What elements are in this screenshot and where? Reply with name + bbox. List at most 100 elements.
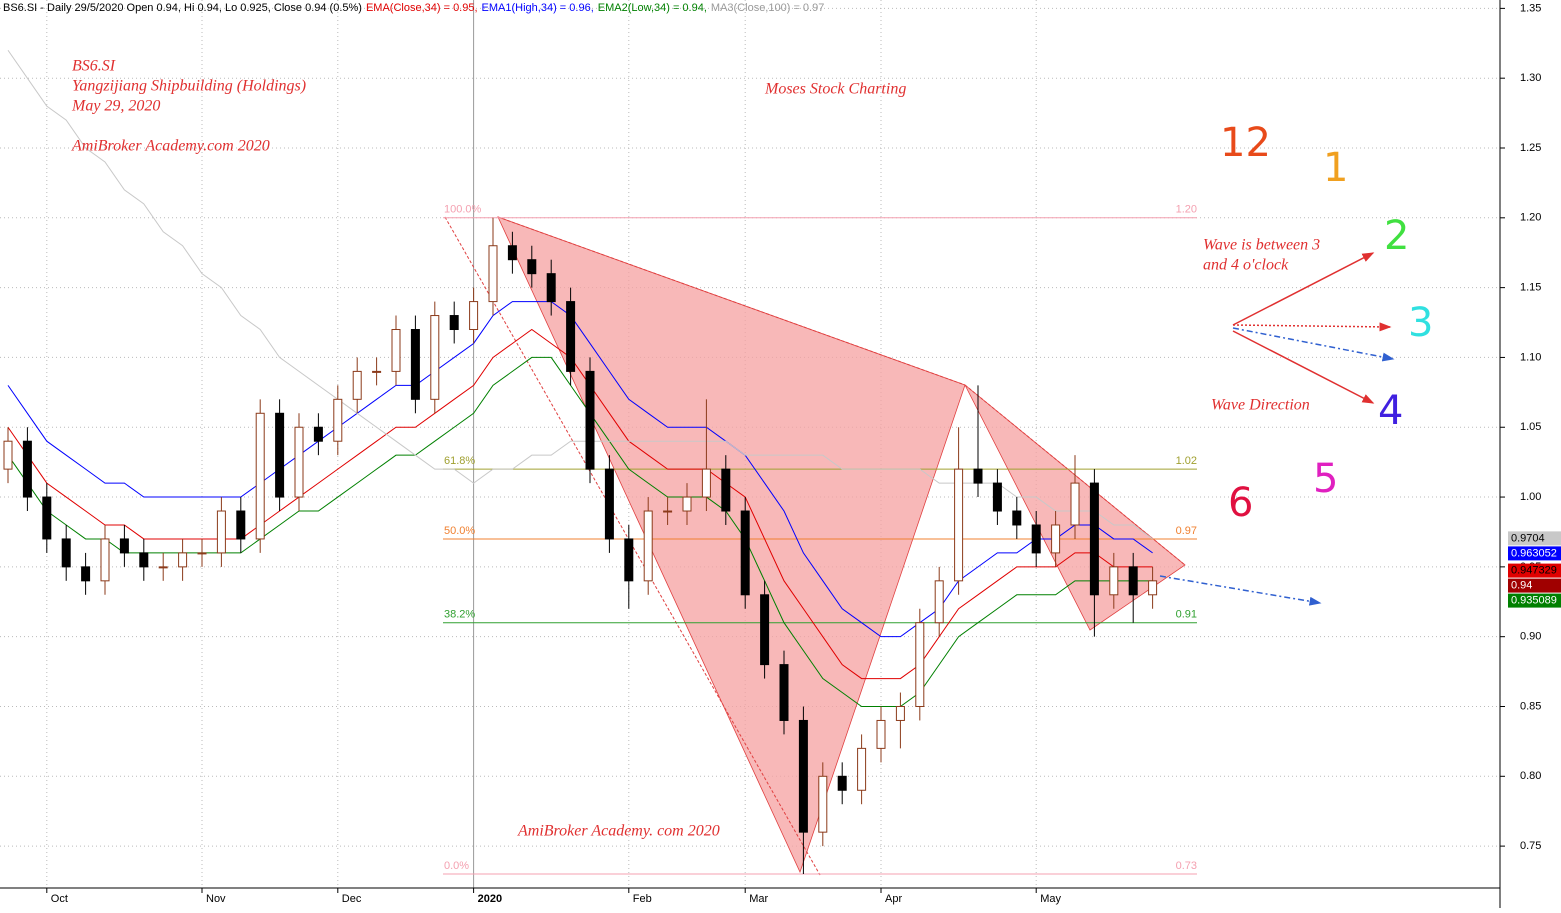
clock-number: 4 bbox=[1378, 388, 1403, 434]
x-tick-label: Oct bbox=[51, 893, 68, 905]
candle-body bbox=[818, 775, 828, 833]
clock-number: 5 bbox=[1313, 456, 1338, 502]
candle-body bbox=[682, 496, 692, 512]
candle-body bbox=[915, 622, 925, 707]
candle-body bbox=[410, 329, 420, 400]
clock-number: 1 bbox=[1323, 145, 1348, 191]
annotation: AmiBroker Academy.com 2020 bbox=[71, 138, 270, 155]
annotation: May 29, 2020 bbox=[71, 98, 160, 115]
candle-body bbox=[857, 747, 867, 791]
candle-body bbox=[430, 315, 440, 400]
clock-number: 12 bbox=[1220, 120, 1271, 166]
candle-body bbox=[876, 719, 886, 749]
clock-number: 6 bbox=[1228, 480, 1253, 526]
candle-body bbox=[236, 510, 246, 540]
candle-body bbox=[954, 468, 964, 582]
arrow bbox=[1232, 327, 1395, 362]
candle-body bbox=[1051, 524, 1061, 554]
candle-body bbox=[139, 552, 149, 568]
candle-body bbox=[1012, 510, 1022, 526]
last-value-box bbox=[1508, 593, 1561, 608]
x-tick-label: Mar bbox=[749, 893, 768, 905]
y-tick-label: 1.15 bbox=[1520, 282, 1541, 294]
fib-value: 0.97 bbox=[1176, 525, 1197, 537]
annotation: Yangzijiang Shipbuilding (Holdings) bbox=[72, 78, 306, 95]
annotation: Wave Direction bbox=[1211, 397, 1310, 414]
fib-percent: 61.8% bbox=[444, 455, 475, 467]
last-value-label: 0.947329 bbox=[1511, 565, 1557, 577]
annotation: Wave is between 3 bbox=[1203, 237, 1320, 254]
candle-body bbox=[624, 538, 634, 582]
candle-body bbox=[934, 580, 944, 624]
last-value-box bbox=[1508, 531, 1561, 546]
fib-value: 0.91 bbox=[1176, 609, 1197, 621]
candle-body bbox=[604, 468, 614, 540]
y-tick-label: 1.35 bbox=[1520, 2, 1541, 14]
candle-body bbox=[779, 664, 789, 721]
candle-body bbox=[1109, 566, 1119, 596]
last-value-box bbox=[1508, 563, 1561, 578]
candle-body bbox=[333, 398, 343, 442]
annotation: AmiBroker Academy. com 2020 bbox=[517, 823, 720, 840]
header-text: EMA(Close,34) = 0.95, bbox=[366, 2, 478, 14]
candle-body bbox=[798, 719, 808, 833]
header-text: MA3(Close,100) = 0.97 bbox=[711, 2, 824, 14]
last-value-label: 0.935089 bbox=[1511, 595, 1557, 607]
last-value-box bbox=[1508, 546, 1561, 561]
fib-percent: 0.0% bbox=[444, 860, 469, 872]
y-tick-label: 1.05 bbox=[1520, 421, 1541, 433]
y-tick-label: 0.80 bbox=[1520, 770, 1541, 782]
header-text: EMA2(Low,34) = 0.94, bbox=[598, 2, 707, 14]
x-tick-label: Feb bbox=[633, 893, 652, 905]
candle-body bbox=[255, 412, 265, 540]
candle-body bbox=[488, 245, 498, 303]
candle-body bbox=[3, 440, 13, 470]
fib-percent: 100.0% bbox=[444, 204, 482, 216]
candle-body bbox=[158, 566, 168, 569]
plot: 100.0% 1.20 61.8% 1.02 50.0% 0.97 38.2% 0.91 0.0… bbox=[3, 49, 1197, 875]
clock-number: 3 bbox=[1408, 300, 1433, 346]
candle-body bbox=[449, 315, 459, 331]
candle-body bbox=[372, 370, 382, 373]
header: BS6.SI - Daily 29/5/2020 Open 0.94, Hi 0… bbox=[3, 2, 824, 14]
header-text: BS6.SI - Daily 29/5/2020 Open 0.94, Hi 0… bbox=[3, 2, 362, 14]
candle-body bbox=[1031, 524, 1041, 554]
candle-body bbox=[740, 510, 750, 596]
annotation: BS6.SI bbox=[72, 58, 116, 75]
y-tick-label: 1.20 bbox=[1520, 212, 1541, 224]
candle-body bbox=[1089, 482, 1099, 596]
y-tick-label: 1.00 bbox=[1520, 491, 1541, 503]
candle-body bbox=[352, 370, 362, 400]
candle-body bbox=[643, 510, 653, 582]
candle-body bbox=[22, 440, 32, 498]
candle-body bbox=[546, 273, 556, 303]
candle-body bbox=[701, 468, 711, 498]
candle-body bbox=[1148, 580, 1158, 596]
x-tick-label: Nov bbox=[206, 893, 226, 905]
fib-percent: 38.2% bbox=[444, 609, 475, 621]
last-value-label: 0.963052 bbox=[1511, 547, 1557, 559]
candle-body bbox=[760, 594, 770, 666]
fib-value: 0.73 bbox=[1176, 860, 1197, 872]
candle-body bbox=[837, 775, 847, 791]
y-tick-label: 0.90 bbox=[1520, 631, 1541, 643]
candle-body bbox=[100, 538, 110, 582]
annotation: Moses Stock Charting bbox=[764, 81, 906, 98]
candle-body bbox=[275, 412, 285, 498]
candle-body bbox=[391, 329, 401, 372]
y-tick-label: 1.30 bbox=[1520, 72, 1541, 84]
y-tick-label: 1.10 bbox=[1520, 351, 1541, 363]
arrow bbox=[1232, 330, 1375, 404]
ma-line bbox=[7, 328, 1153, 680]
y-tick-label: 0.75 bbox=[1520, 840, 1541, 852]
retracement-line bbox=[444, 216, 821, 876]
x-tick-label: May bbox=[1040, 893, 1061, 905]
candle-body bbox=[973, 468, 983, 484]
x-tick-label: Dec bbox=[342, 893, 362, 905]
fib-value: 1.02 bbox=[1176, 455, 1197, 467]
arrow bbox=[1159, 575, 1322, 606]
candle-body bbox=[469, 301, 479, 331]
candle-body bbox=[42, 496, 52, 540]
y-tick-label: 0.85 bbox=[1520, 700, 1541, 712]
